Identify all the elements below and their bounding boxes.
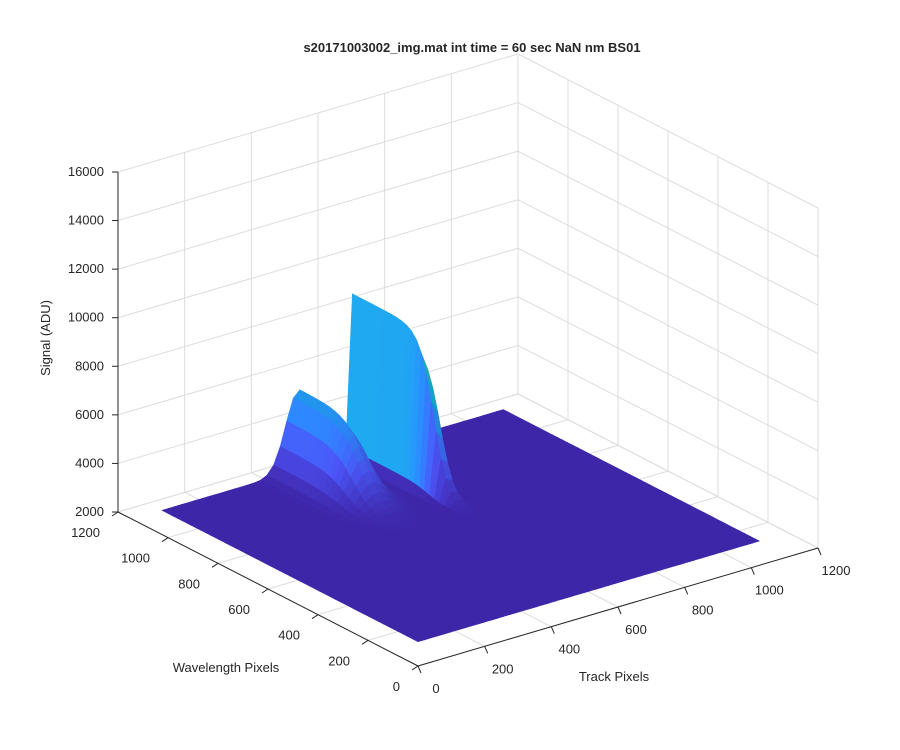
side-wall-grid-line <box>517 296 819 452</box>
back-wall-grid-line <box>117 150 519 270</box>
side-wall-grid-line <box>517 199 819 355</box>
side-wall-grid-line <box>517 344 819 500</box>
x-tick-label: 0 <box>432 681 439 696</box>
x-tick-mark <box>484 646 489 654</box>
x-tick-label: 400 <box>558 642 580 657</box>
y-tick-label: 400 <box>278 628 300 643</box>
surface-mesh <box>161 293 761 643</box>
x-tick-label: 800 <box>692 602 714 617</box>
side-wall-grid-line <box>517 102 819 258</box>
back-wall-grid-line <box>117 247 519 367</box>
z-axis-label: Signal (ADU) <box>38 300 53 376</box>
x-tick-mark <box>817 547 822 556</box>
y-tick-mark <box>161 537 169 543</box>
y-tick-label: 1200 <box>71 525 100 540</box>
z-tick-label: 2000 <box>75 504 104 519</box>
y-tick-mark <box>211 562 219 568</box>
z-tick-label: 16000 <box>68 164 104 179</box>
surface-patch <box>412 636 426 643</box>
y-tick-mark <box>361 639 369 645</box>
back-wall-grid-line <box>117 53 519 173</box>
axes <box>111 171 822 674</box>
z-tick-label: 14000 <box>68 213 104 228</box>
x-tick-mark <box>750 567 755 575</box>
y-tick-mark <box>261 588 269 594</box>
z-tick-label: 4000 <box>75 455 104 470</box>
y-tick-label: 200 <box>328 653 350 668</box>
z-tick-label: 12000 <box>68 261 104 276</box>
y-tick-label: 0 <box>393 679 400 694</box>
back-wall-grid-line <box>117 296 519 416</box>
side-wall-grid-line <box>517 150 819 306</box>
side-wall-grid-line <box>517 393 819 549</box>
y-axis-label: Wavelength Pixels <box>173 660 280 675</box>
y-tick-mark <box>411 665 419 671</box>
tick-labels: 0200400600800100012000200400600800100012… <box>68 164 851 696</box>
x-tick-label: 200 <box>492 661 514 676</box>
z-tick-label: 8000 <box>75 358 104 373</box>
z-tick-label: 6000 <box>75 407 104 422</box>
side-wall-grid-line <box>517 53 819 209</box>
y-tick-label: 600 <box>228 602 250 617</box>
x-axis-label: Track Pixels <box>579 669 650 684</box>
back-wall-grid-line <box>117 102 519 222</box>
x-tick-mark <box>684 587 689 595</box>
y-tick-label: 1000 <box>121 551 150 566</box>
x-tick-label: 600 <box>625 622 647 637</box>
y-tick-mark <box>111 511 119 517</box>
y-tick-label: 800 <box>178 576 200 591</box>
x-tick-mark <box>550 626 555 634</box>
x-tick-label: 1000 <box>755 583 784 598</box>
x-tick-mark <box>417 665 422 674</box>
z-tick-label: 10000 <box>68 310 104 325</box>
back-wall-grid-line <box>117 199 519 319</box>
x-tick-mark <box>617 606 622 615</box>
side-wall-grid-line <box>517 247 819 403</box>
chart-title: s20171003002_img.mat int time = 60 sec N… <box>303 40 640 55</box>
x-tick-label: 1200 <box>822 563 851 578</box>
y-tick-mark <box>311 614 319 620</box>
